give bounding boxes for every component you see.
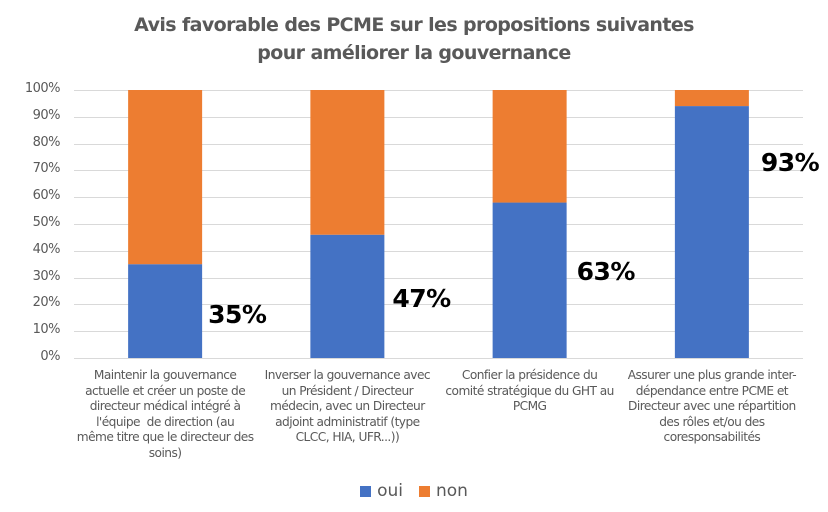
bar-oui-1 bbox=[128, 264, 203, 358]
category-label-line: actuelle et créer un poste de bbox=[85, 383, 246, 398]
x-category-label-3: Confier la présidence du comité stratégiq… bbox=[435, 368, 625, 415]
y-tick-label: 0% bbox=[40, 349, 60, 364]
category-label-line: PCMG bbox=[512, 399, 547, 414]
chart-title-line-1: Avis favorable des PCME sur les proposit… bbox=[134, 14, 694, 36]
legend-label-non: non bbox=[435, 481, 468, 501]
y-tick-label: 60% bbox=[32, 188, 61, 204]
category-label-line: un Président / Directeur bbox=[281, 383, 414, 398]
data-label-3: 63% bbox=[576, 257, 636, 286]
category-label-line: Inverser la gouvernance avec bbox=[264, 368, 431, 382]
category-label-line: des rôles et/ou des bbox=[659, 414, 765, 429]
category-label-line: Maintenir la gouvernance bbox=[93, 368, 237, 382]
y-tick-label: 10% bbox=[32, 322, 61, 338]
category-label-line: Confier la présidence du bbox=[461, 368, 598, 382]
y-tick-label: 40% bbox=[32, 241, 61, 257]
category-label-line: Assurer une plus grande inter- bbox=[627, 368, 797, 382]
legend: oui non bbox=[0, 481, 828, 501]
data-label-2: 47% bbox=[392, 284, 451, 313]
y-tick-label: 30% bbox=[32, 268, 61, 284]
bar-non-4 bbox=[674, 90, 749, 107]
y-tick-label: 50% bbox=[32, 215, 61, 230]
category-label-line: médecin, avec un Directeur bbox=[270, 399, 425, 414]
category-label-line: même titre que le directeur des bbox=[76, 430, 254, 445]
bar-non-1 bbox=[128, 90, 203, 265]
bar-non-2 bbox=[310, 90, 385, 235]
category-label-line: coresponsabilités bbox=[663, 430, 761, 445]
legend-label-oui: oui bbox=[377, 481, 403, 501]
category-label-line: directeur médical intégré à bbox=[89, 399, 241, 414]
bar-oui-4 bbox=[674, 106, 749, 358]
category-label-line: comité stratégique du GHT au bbox=[445, 383, 614, 398]
legend-item-oui[interactable]: oui bbox=[360, 481, 403, 501]
x-category-label-2: Inverser la gouvernance avec un Président… bbox=[252, 368, 442, 446]
y-tick-label: 80% bbox=[32, 134, 61, 150]
category-label-line: adjoint administratif (type bbox=[275, 414, 420, 429]
data-label-1: 35% bbox=[208, 300, 267, 329]
bar-oui-2 bbox=[310, 234, 385, 358]
category-label-line: soins) bbox=[148, 445, 182, 460]
x-category-label-4: Assurer une plus grande inter-dépendance… bbox=[617, 368, 807, 446]
bar-non-3 bbox=[492, 90, 567, 203]
chart-title-line-2: pour améliorer la gouvernance bbox=[257, 42, 571, 64]
category-label-line: Directeur avec une répartition bbox=[628, 399, 796, 414]
x-category-label-1: Maintenir la gouvernance actuelle et crée… bbox=[70, 368, 260, 462]
category-label-line: CLCC, HIA, UFR...)) bbox=[295, 430, 400, 445]
category-label-line: l'équipe de direction (au bbox=[96, 414, 235, 429]
legend-swatch-non bbox=[418, 485, 430, 497]
legend-item-non[interactable]: non bbox=[418, 481, 468, 501]
data-label-4: 93% bbox=[760, 148, 820, 177]
legend-swatch-oui bbox=[360, 485, 372, 497]
bar-oui-3 bbox=[492, 202, 567, 358]
y-tick-label: 90% bbox=[32, 107, 61, 123]
category-label-line: dépendance entre PCME et bbox=[635, 383, 789, 398]
y-tick-label: 100% bbox=[24, 81, 61, 96]
y-tick-label: 20% bbox=[32, 295, 61, 311]
y-tick-label: 70% bbox=[32, 161, 61, 177]
